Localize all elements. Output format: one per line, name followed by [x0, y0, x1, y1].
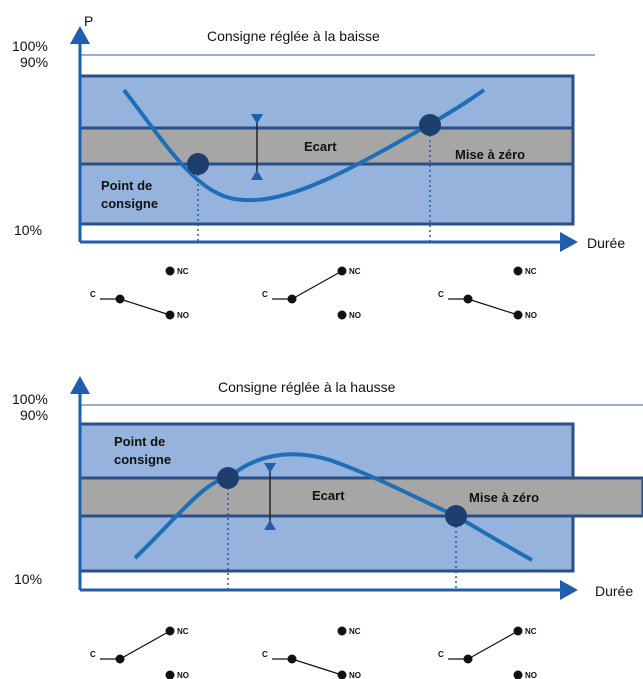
bottom-x-axis-arrow-icon — [560, 580, 578, 600]
top-ecart-arrow-up-icon — [251, 170, 263, 180]
bottom-switch-1-lever — [119, 630, 171, 660]
top-switch-2-no-contact-icon — [337, 310, 347, 320]
bottom-diagram: 100% 90% 10% Consigne réglée à la hausse… — [12, 376, 643, 679]
bottom-switch-2-nc-label: NC — [349, 627, 361, 636]
top-switch-1-nc-contact-icon — [165, 266, 175, 276]
bottom-switch-2: C NC NO — [262, 626, 361, 679]
top-switch-3-c-label: C — [438, 290, 444, 299]
bottom-ecart-label: Ecart — [312, 488, 345, 503]
top-switch-1-nc-label: NC — [177, 267, 189, 276]
bottom-switch-3-no-contact-icon — [513, 670, 523, 679]
bottom-switch-3-c-label: C — [438, 650, 444, 659]
top-switch-2-lever — [291, 270, 343, 300]
bottom-switch-2-nc-contact-icon — [337, 626, 347, 636]
top-ecart-label: Ecart — [304, 139, 337, 154]
top-diagram: P 100% 90% 10% Consigne réglée à la bais… — [12, 13, 625, 320]
top-consigne-label: consigne — [101, 196, 158, 211]
bottom-switches: C NC NO C NC NO C NC NO — [90, 626, 537, 679]
top-label-90: 90% — [20, 54, 48, 70]
bottom-switch-3: C NC NO — [438, 626, 537, 679]
bottom-y-axis-arrow-icon — [70, 376, 90, 394]
bottom-switch-2-no-label: NO — [349, 671, 361, 679]
top-curve — [122, 88, 486, 203]
bottom-ecart-arrow-down-icon — [264, 463, 276, 473]
top-switch-1-no-label: NO — [177, 311, 189, 320]
top-axis-label-p: P — [84, 13, 93, 29]
bottom-ecart-band — [78, 476, 643, 518]
top-switches: C NC NO C NC NO C NC NO — [90, 266, 537, 320]
top-switch-1-lever — [119, 298, 171, 316]
bottom-switch-1-no-label: NO — [177, 671, 189, 679]
top-switch-2-nc-label: NC — [349, 267, 361, 276]
bottom-switch-1-no-contact-icon — [165, 670, 175, 679]
bottom-label-90: 90% — [20, 407, 48, 423]
bottom-ecart-arrow-up-icon — [264, 520, 276, 530]
top-mise-a-zero-label: Mise à zéro — [455, 147, 525, 162]
top-switch-1: C NC NO — [90, 266, 189, 320]
top-switch-2: C NC NO — [262, 266, 361, 320]
bottom-switch-3-no-label: NO — [525, 671, 537, 679]
top-label-100: 100% — [12, 38, 48, 54]
top-point-de-label: Point de — [101, 178, 152, 193]
bottom-label-100: 100% — [12, 391, 48, 407]
bottom-dot-right — [445, 505, 467, 527]
top-switch-2-c-label: C — [262, 290, 268, 299]
top-title: Consigne réglée à la baisse — [207, 28, 380, 44]
top-switch-2-no-label: NO — [349, 311, 361, 320]
bottom-switch-1-c-label: C — [90, 650, 96, 659]
bottom-curve — [133, 452, 533, 562]
top-y-axis-arrow-icon — [70, 26, 90, 44]
top-ecart-arrow-down-icon — [251, 114, 263, 124]
bottom-mise-a-zero-label: Mise à zéro — [469, 490, 539, 505]
bottom-point-de-label: Point de — [114, 434, 165, 449]
top-x-axis-arrow-icon — [560, 232, 578, 252]
top-label-10: 10% — [14, 222, 42, 238]
top-switch-1-c-label: C — [90, 290, 96, 299]
bottom-duree-label: Durée — [595, 583, 633, 599]
bottom-switch-1: C NC NO — [90, 626, 189, 679]
bottom-consigne-label: consigne — [114, 452, 171, 467]
bottom-label-10: 10% — [14, 571, 42, 587]
bottom-switch-2-lever — [291, 658, 343, 676]
top-dot-right — [419, 114, 441, 136]
top-switch-3: C NC NO — [438, 266, 537, 320]
bottom-switch-2-c-label: C — [262, 650, 268, 659]
top-dot-left — [187, 153, 209, 175]
top-switch-3-no-label: NO — [525, 311, 537, 320]
top-switch-3-nc-label: NC — [525, 267, 537, 276]
bottom-switch-3-nc-label: NC — [525, 627, 537, 636]
bottom-switch-3-lever — [467, 630, 519, 660]
top-switch-3-lever — [467, 298, 519, 316]
top-switch-3-nc-contact-icon — [513, 266, 523, 276]
bottom-dot-left — [217, 467, 239, 489]
top-duree-label: Durée — [587, 235, 625, 251]
bottom-title: Consigne réglée à la hausse — [218, 379, 396, 395]
bottom-switch-1-nc-label: NC — [177, 627, 189, 636]
